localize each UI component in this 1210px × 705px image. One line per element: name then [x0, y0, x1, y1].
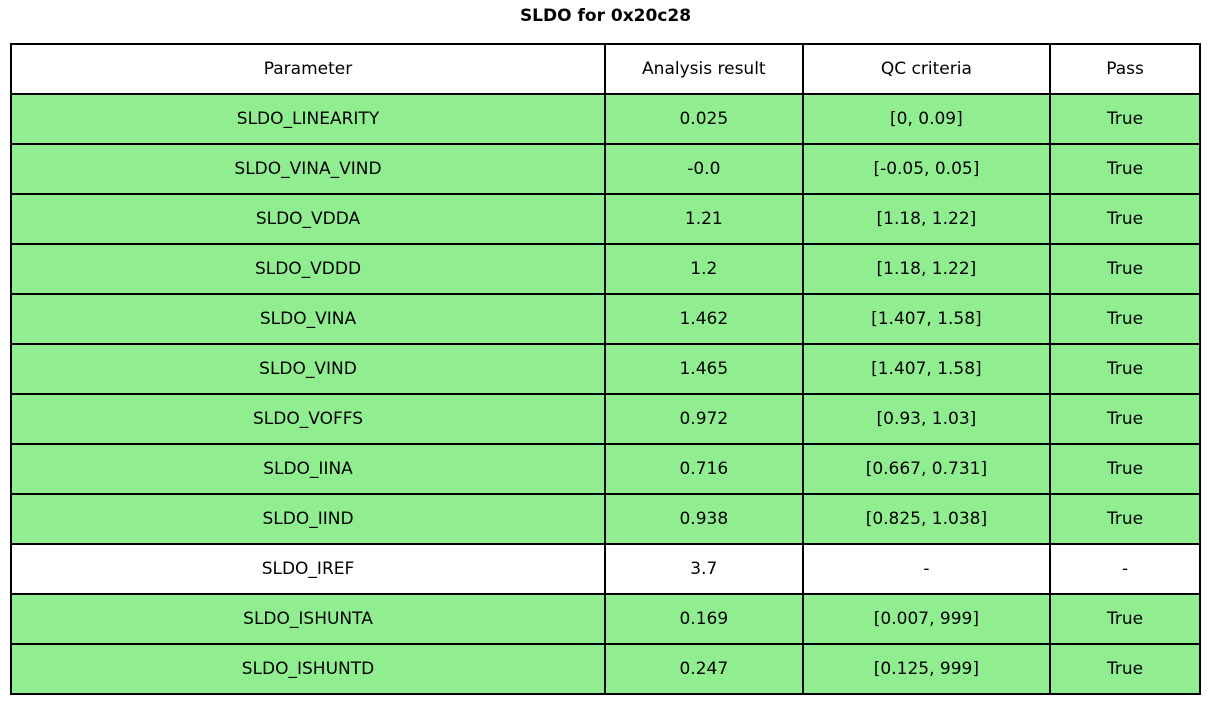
- column-header-analysis-result: Analysis result: [604, 43, 804, 95]
- parameter-cell: SLDO_IINA: [9, 443, 607, 495]
- qc-criteria-cell: [0.93, 1.03]: [801, 393, 1052, 445]
- table-row: SLDO_IINA 0.716 [0.667, 0.731] True: [9, 443, 1201, 495]
- table-row: SLDO_VDDD 1.2 [1.18, 1.22] True: [9, 243, 1201, 295]
- header-row: Parameter Analysis result QC criteria Pa…: [9, 43, 1201, 95]
- pass-cell: True: [1049, 293, 1201, 345]
- column-header-pass: Pass: [1049, 43, 1201, 95]
- analysis-result-cell: 0.169: [604, 593, 804, 645]
- parameter-cell: SLDO_VIND: [9, 343, 607, 395]
- qc-criteria-cell: [0.825, 1.038]: [801, 493, 1052, 545]
- table-row: SLDO_VDDA 1.21 [1.18, 1.22] True: [9, 193, 1201, 245]
- qc-table: Parameter Analysis result QC criteria Pa…: [9, 43, 1201, 695]
- table-row: SLDO_VINA 1.462 [1.407, 1.58] True: [9, 293, 1201, 345]
- analysis-result-cell: 1.2: [604, 243, 804, 295]
- table-row: SLDO_IREF 3.7- -: [9, 543, 1201, 595]
- table-row: SLDO_VOFFS 0.972 [0.93, 1.03] True: [9, 393, 1201, 445]
- parameter-cell: SLDO_LINEARITY: [9, 93, 607, 145]
- qc-criteria-cell: [1.407, 1.58]: [801, 343, 1052, 395]
- pass-cell: True: [1049, 493, 1201, 545]
- table-row: SLDO_IIND 0.938 [0.825, 1.038] True: [9, 493, 1201, 545]
- analysis-result-cell: 0.247: [604, 643, 804, 695]
- analysis-result-cell: 0.972: [604, 393, 804, 445]
- parameter-cell: SLDO_ISHUNTA: [9, 593, 607, 645]
- analysis-result-cell: 0.025: [604, 93, 804, 145]
- table-row: SLDO_LINEARITY 0.025 [0, 0.09] True: [9, 93, 1201, 145]
- pass-cell: True: [1049, 243, 1201, 295]
- qc-criteria-cell: [-0.05, 0.05]: [801, 143, 1052, 195]
- qc-criteria-cell: [1.407, 1.58]: [801, 293, 1052, 345]
- analysis-result-cell: 1.465: [604, 343, 804, 395]
- parameter-cell: SLDO_IIND: [9, 493, 607, 545]
- parameter-cell: SLDO_VOFFS: [9, 393, 607, 445]
- qc-criteria-cell: [0.667, 0.731]: [801, 443, 1052, 495]
- pass-cell: True: [1049, 593, 1201, 645]
- analysis-result-cell: 3.7: [604, 543, 804, 595]
- pass-cell: True: [1049, 343, 1201, 395]
- analysis-result-cell: 0.938: [604, 493, 804, 545]
- analysis-result-cell: -0.0: [604, 143, 804, 195]
- table-row: SLDO_ISHUNTD 0.247 [0.125, 999] True: [9, 643, 1201, 695]
- qc-criteria-cell: [0, 0.09]: [801, 93, 1052, 145]
- pass-cell: -: [1049, 543, 1201, 595]
- analysis-result-cell: 0.716: [604, 443, 804, 495]
- pass-cell: True: [1049, 393, 1201, 445]
- parameter-cell: SLDO_VINA: [9, 293, 607, 345]
- table-row: SLDO_VINA_VIND -0.0 [-0.05, 0.05] True: [9, 143, 1201, 195]
- figure-title: SLDO for 0x20c28: [519, 6, 692, 26]
- table-row: SLDO_VIND 1.465 [1.407, 1.58] True: [9, 343, 1201, 395]
- parameter-cell: SLDO_VDDD: [9, 243, 607, 295]
- pass-cell: True: [1049, 443, 1201, 495]
- pass-cell: True: [1049, 643, 1201, 695]
- qc-criteria-cell: [0.007, 999]: [801, 593, 1052, 645]
- column-header-parameter: Parameter: [9, 43, 607, 95]
- pass-cell: True: [1049, 143, 1201, 195]
- table-header: Parameter Analysis result QC criteria Pa…: [9, 43, 1201, 95]
- parameter-cell: SLDO_VDDA: [9, 193, 607, 245]
- parameter-cell: SLDO_VINA_VIND: [9, 143, 607, 195]
- column-header-qc-criteria: QC criteria: [801, 43, 1052, 95]
- qc-criteria-cell: [0.125, 999]: [801, 643, 1052, 695]
- analysis-result-cell: 1.21: [604, 193, 804, 245]
- parameter-cell: SLDO_IREF: [9, 543, 607, 595]
- analysis-result-cell: 1.462: [604, 293, 804, 345]
- table-body: SLDO_LINEARITY 0.025 [0, 0.09] True SLDO_VIN…: [9, 93, 1201, 695]
- qc-criteria-cell: [1.18, 1.22]: [801, 243, 1052, 295]
- qc-criteria-cell: [1.18, 1.22]: [801, 193, 1052, 245]
- table-row: SLDO_ISHUNTA 0.169 [0.007, 999] True: [9, 593, 1201, 645]
- pass-cell: True: [1049, 193, 1201, 245]
- qc-criteria-cell: -: [801, 543, 1052, 595]
- parameter-cell: SLDO_ISHUNTD: [9, 643, 607, 695]
- pass-cell: True: [1049, 93, 1201, 145]
